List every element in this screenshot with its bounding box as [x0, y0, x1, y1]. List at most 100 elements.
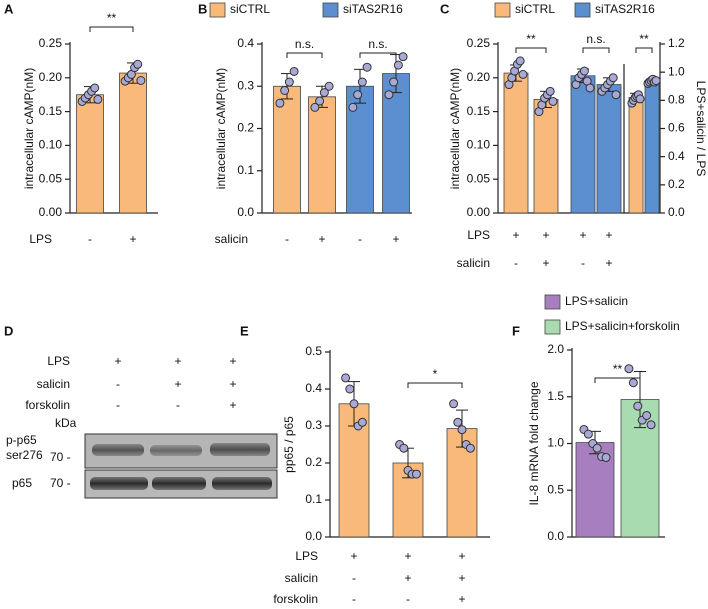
y-tick-label: 0.5: [305, 344, 322, 358]
y-tick-label: 0.00: [39, 205, 63, 219]
condition-mark: +: [605, 228, 612, 242]
bar: [628, 97, 644, 214]
condition-mark: -: [352, 571, 356, 585]
data-point: [310, 102, 320, 112]
bar: [644, 80, 660, 214]
condition-label: LPS: [295, 549, 318, 563]
condition-mark: -: [581, 256, 585, 270]
data-point: [592, 443, 602, 453]
condition-mark: +: [542, 228, 549, 242]
y-axis-label: intracellular cAMP(nM): [214, 68, 228, 189]
data-point: [389, 77, 399, 87]
significance-bracket: [582, 47, 610, 53]
condition-mark: +: [605, 256, 612, 270]
condition-label: salicin: [285, 571, 318, 585]
y-tick-label: 2.0: [547, 342, 564, 356]
data-point: [353, 90, 363, 100]
condition-mark: -: [88, 232, 92, 246]
y-tick-label: 1.0: [547, 436, 564, 450]
bar: [570, 75, 596, 214]
blot-band: [150, 445, 202, 456]
y-tick-label: 0.6: [668, 121, 685, 135]
y-tick-label: 0.15: [467, 104, 491, 118]
condition-mark: +: [579, 228, 586, 242]
y-tick-label: 0.2: [305, 455, 322, 469]
condition-mark: +: [458, 571, 465, 585]
data-point: [453, 417, 463, 427]
panel-letter: B: [198, 1, 207, 16]
data-point: [324, 81, 334, 91]
bar: [503, 72, 529, 214]
condition-mark: +: [404, 571, 411, 585]
data-point: [393, 60, 403, 70]
y-tick-label: 1.0: [668, 64, 685, 78]
data-point: [579, 66, 589, 76]
legend-label: siCTRL: [515, 2, 555, 16]
data-point: [341, 373, 351, 383]
legend-swatch: [574, 2, 591, 18]
data-point: [457, 425, 467, 435]
y-tick-label: 0.0: [305, 529, 322, 543]
y-tick-label: 1.2: [668, 36, 685, 50]
data-point: [545, 86, 555, 96]
y-tick-label: 0.20: [467, 70, 491, 84]
condition-mark: +: [458, 549, 465, 563]
condition-mark: +: [229, 354, 236, 368]
data-point: [633, 401, 643, 411]
y-tick-label: 0.2: [668, 177, 685, 191]
data-point: [384, 90, 394, 100]
condition-mark: +: [542, 256, 549, 270]
significance-bracket: [359, 52, 397, 58]
legend-label: siCTRL: [230, 2, 270, 16]
y-axis-label: pp65 / p65: [282, 416, 296, 473]
data-point: [315, 96, 325, 106]
data-point: [319, 88, 329, 98]
condition-label: LPS: [467, 228, 490, 242]
data-point: [635, 94, 645, 104]
condition-mark: -: [352, 592, 356, 606]
legend-swatch: [544, 294, 561, 310]
y-tick-label: 0.1: [237, 163, 254, 177]
condition-mark: +: [229, 398, 236, 412]
significance-bracket: [407, 382, 463, 388]
significance-label: n.s.: [295, 37, 314, 51]
significance-label: **: [107, 11, 117, 25]
significance-label: n.s.: [586, 32, 605, 46]
significance-bracket: [515, 47, 547, 53]
y-tick-label: 0.05: [467, 171, 491, 185]
y-tick-label: 0.4: [668, 149, 685, 163]
condition-label: LPS: [47, 354, 70, 368]
y-tick-label: 0.3: [237, 78, 254, 92]
data-point: [349, 399, 359, 409]
bar: [596, 84, 622, 214]
condition-label: salicin: [215, 232, 248, 246]
significance-label: n.s.: [368, 37, 387, 51]
legend-swatch: [322, 2, 339, 18]
data-point: [345, 384, 355, 394]
y-tick-label: 0.00: [467, 205, 491, 219]
condition-mark: -: [406, 592, 410, 606]
significance-label: *: [433, 367, 438, 381]
data-point: [642, 410, 652, 420]
condition-mark: -: [285, 232, 289, 246]
blot-band: [90, 477, 148, 490]
data-point: [601, 453, 611, 463]
y-tick-label: 0.1: [305, 492, 322, 506]
data-point: [280, 85, 290, 95]
data-point: [515, 56, 525, 66]
legend-swatch: [544, 319, 561, 335]
data-point: [646, 420, 656, 430]
significance-bracket: [286, 52, 323, 58]
y-tick-label: 0.8: [668, 93, 685, 107]
y-tick-label: 0.15: [39, 104, 63, 118]
y-tick-label: 0.4: [237, 36, 254, 50]
y-tick-label: 1.5: [547, 389, 564, 403]
y-tick-label: 0.5: [547, 482, 564, 496]
y-axis-label: intracellular cAMP(nM): [22, 68, 36, 189]
panel-letter: F: [512, 323, 520, 338]
data-point: [583, 429, 593, 439]
data-point: [411, 469, 421, 479]
y-tick-label: 0.3: [305, 418, 322, 432]
data-point: [624, 364, 634, 374]
